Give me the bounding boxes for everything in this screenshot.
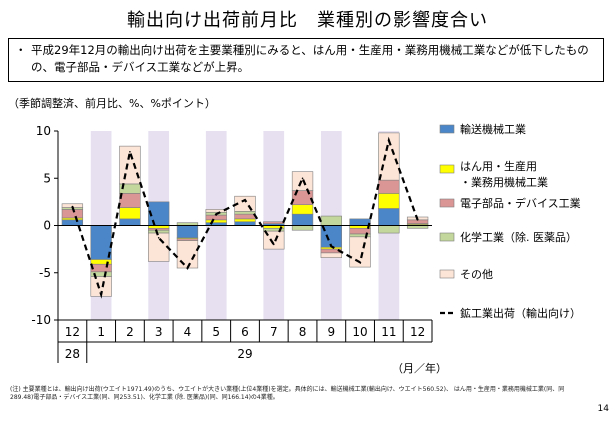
x-tick-label: 8 xyxy=(299,325,307,339)
bar-segment-chemical xyxy=(234,211,256,215)
line-point xyxy=(272,243,275,246)
page-number: 14 xyxy=(597,404,609,414)
bar-segment-transport xyxy=(61,219,84,226)
x-tick-label: 5 xyxy=(212,325,220,339)
line-point xyxy=(359,261,361,264)
x-tick-label: 3 xyxy=(155,325,163,339)
year-label: 28 xyxy=(65,347,80,361)
bar-segment-transport xyxy=(378,208,400,226)
bar-segment-transport xyxy=(234,221,256,226)
legend-swatch-transport xyxy=(439,124,455,134)
bar-segment-electronics xyxy=(234,213,256,220)
legend-label-line: 鉱工業出荷（輸出向け） xyxy=(460,306,581,320)
y-tick-label: 10 xyxy=(36,124,51,138)
bar-segment-other xyxy=(205,209,227,213)
line-point xyxy=(100,293,102,296)
bar-segment-machinery xyxy=(119,207,141,220)
line-point xyxy=(244,199,246,201)
x-tick-label: 9 xyxy=(327,325,335,339)
bar-segment-chemical xyxy=(378,225,400,234)
bar-segment-chemical xyxy=(320,215,342,226)
unit-note: （季節調整済、前月比、%、%ポイント） xyxy=(8,96,216,110)
x-tick-label: 12 xyxy=(65,325,80,339)
line-point xyxy=(157,236,160,239)
footnote: (注) 主要業種とは、輸出向け出荷(ウエイト1971.49)のうち、ウエイトが大… xyxy=(10,386,565,401)
summary-text: 平成29年12月の輸出向け出荷を主要業種別にみると、はん用・生産用・業務用機械工… xyxy=(31,43,589,74)
legend-swatch-machinery xyxy=(439,164,455,174)
line-point xyxy=(388,139,390,142)
bar-segment-machinery xyxy=(205,219,227,223)
bar-segment-other xyxy=(263,230,285,250)
summary-bullet: ・ xyxy=(15,43,27,57)
bar-segment-chemical xyxy=(291,225,314,231)
bar-segment-electronics xyxy=(263,221,285,224)
x-tick-label: 2 xyxy=(126,325,134,339)
bar-segment-electronics xyxy=(378,179,400,194)
bar-segment-chemical xyxy=(148,229,170,234)
line-point xyxy=(186,267,189,269)
x-axis-unit: （月／年） xyxy=(392,361,447,375)
bar-segment-machinery xyxy=(234,218,256,223)
bar-segment-electronics xyxy=(61,209,84,219)
y-tick-label: -10 xyxy=(31,313,51,327)
line-point xyxy=(301,177,304,180)
page-title: 輸出向け出荷前月比 業種別の影響度合い xyxy=(127,10,488,31)
legend-swatch-electronics xyxy=(439,198,455,208)
legend-label-machinery: はん用・生産用 xyxy=(460,159,537,173)
year-label: 29 xyxy=(237,347,252,361)
line-point xyxy=(215,213,218,215)
x-tick-label: 4 xyxy=(184,325,192,339)
legend-swatch-chemical xyxy=(439,232,455,242)
legend-label-transport: 輸送機械工業 xyxy=(460,122,526,136)
bar-segment-electronics xyxy=(90,263,112,273)
bar-segment-electronics xyxy=(119,193,141,208)
y-tick-label: 5 xyxy=(43,171,51,185)
bar-segment-transport xyxy=(291,213,314,226)
x-tick-label: 12 xyxy=(410,325,425,339)
bar-segment-other xyxy=(291,171,314,191)
line-point xyxy=(330,245,333,248)
bar-segment-machinery xyxy=(291,204,314,215)
bar-segment-transport xyxy=(349,218,371,226)
legend-label-machinery-line2: ・業務用機械工業 xyxy=(460,175,548,189)
bar-segment-other xyxy=(320,252,342,258)
line-point xyxy=(129,150,131,153)
legend-label-chemical: 化学工業（除. 医薬品） xyxy=(460,230,577,244)
bar-segment-transport xyxy=(176,225,199,239)
bar-segment-transport xyxy=(119,218,141,226)
y-tick-label: 0 xyxy=(43,219,51,233)
summary-box: ・ 平成29年12月の輸出向け出荷を主要業種別にみると、はん用・生産用・業務用機… xyxy=(8,38,604,82)
bar-segment-machinery xyxy=(378,193,400,209)
x-tick-label: 1 xyxy=(97,325,105,339)
x-tick-label: 11 xyxy=(381,325,396,339)
bar-segment-other xyxy=(378,132,400,181)
line-point xyxy=(416,219,419,221)
line-point xyxy=(71,205,74,208)
legend-swatch-other xyxy=(439,269,455,279)
x-tick-label: 7 xyxy=(270,325,278,339)
legend-label-electronics: 電子部品・デバイス工業 xyxy=(460,196,581,210)
x-tick-label: 10 xyxy=(352,325,367,339)
x-tick-label: 6 xyxy=(241,325,249,339)
legend-label-other: その他 xyxy=(460,268,493,281)
y-tick-label: -5 xyxy=(39,266,51,280)
